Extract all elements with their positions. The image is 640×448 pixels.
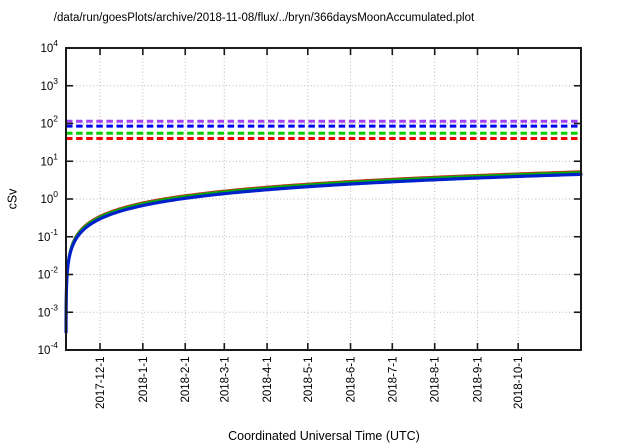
- x-tick-label: 2018-3-1: [219, 357, 231, 403]
- y-tick-label: 10-2: [38, 265, 59, 282]
- y-tick-label: 101: [40, 151, 58, 168]
- y-tick-label: 10-3: [38, 302, 59, 319]
- x-axis-label: Coordinated Universal Time (UTC): [228, 429, 420, 443]
- y-tick-label: 10-1: [38, 227, 59, 244]
- series-accumulated-dose-red: [64, 170, 583, 334]
- x-tick-label: 2018-4-1: [262, 357, 274, 403]
- x-tick-label: 2018-7-1: [387, 357, 399, 403]
- x-tick-label: 2018-1-1: [138, 357, 150, 403]
- plot-border: [65, 47, 582, 351]
- y-tick-label: 103: [40, 76, 58, 93]
- y-tick-label: 100: [40, 189, 58, 206]
- x-tick-label: 2018-5-1: [303, 357, 315, 403]
- plot-title: /data/run/goesPlots/archive/2018-11-08/f…: [53, 12, 475, 24]
- y-tick-label: 10-4: [38, 340, 59, 357]
- x-tick-label: 2017-12-1: [95, 357, 107, 409]
- y-tick-label: 104: [40, 38, 58, 55]
- x-tick-label: 2018-2-1: [180, 357, 192, 403]
- y-axis-label: cSv: [5, 188, 20, 210]
- y-tick-label: 102: [40, 114, 58, 131]
- x-tick-label: 2018-9-1: [473, 357, 485, 403]
- x-tick-label: 2018-10-1: [513, 357, 525, 409]
- x-tick-label: 2018-6-1: [346, 357, 358, 403]
- x-tick-label: 2018-8-1: [430, 357, 442, 403]
- series-accumulated-dose-blue: [64, 172, 583, 334]
